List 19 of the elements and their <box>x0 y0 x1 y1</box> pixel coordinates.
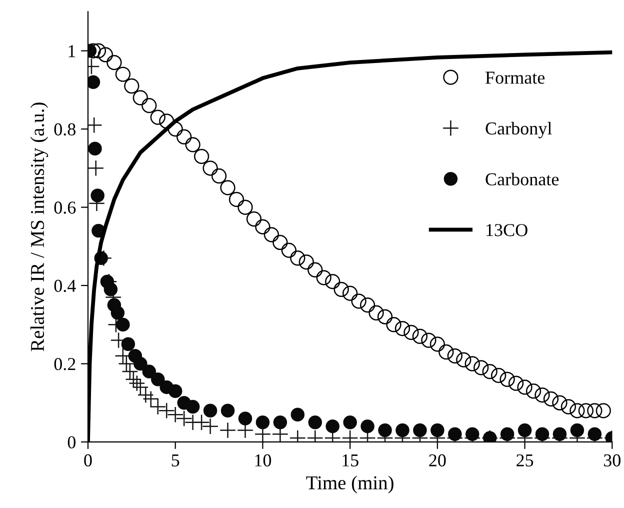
x-tick-label: 15 <box>342 454 358 466</box>
y-tick-label: 0.6 <box>54 202 76 214</box>
x-tick-label: 25 <box>516 454 534 466</box>
legend-label: Formate <box>486 72 545 84</box>
y-axis-title: Relative IR / MS intensity (a.u.) <box>30 102 48 352</box>
legend-label: Carbonyl <box>486 122 552 138</box>
legend-label: Carbonate <box>486 172 559 186</box>
x-tick-label: 20 <box>429 454 446 466</box>
x-tick-label: 30 <box>604 454 620 466</box>
y-tick-label: 0.8 <box>54 123 76 136</box>
x-tick-label: 5 <box>172 454 180 466</box>
y-tick-label: 0.2 <box>54 358 76 370</box>
x-tick-label: 0 <box>84 454 92 466</box>
y-tick-label: 1 <box>68 45 76 58</box>
x-tick-label: 10 <box>255 454 272 466</box>
x-axis-title: Time (min) <box>306 476 394 494</box>
y-tick-label: 0.4 <box>54 280 76 292</box>
legend-label: 13CO <box>486 224 528 236</box>
y-tick-label: 0 <box>68 436 76 448</box>
